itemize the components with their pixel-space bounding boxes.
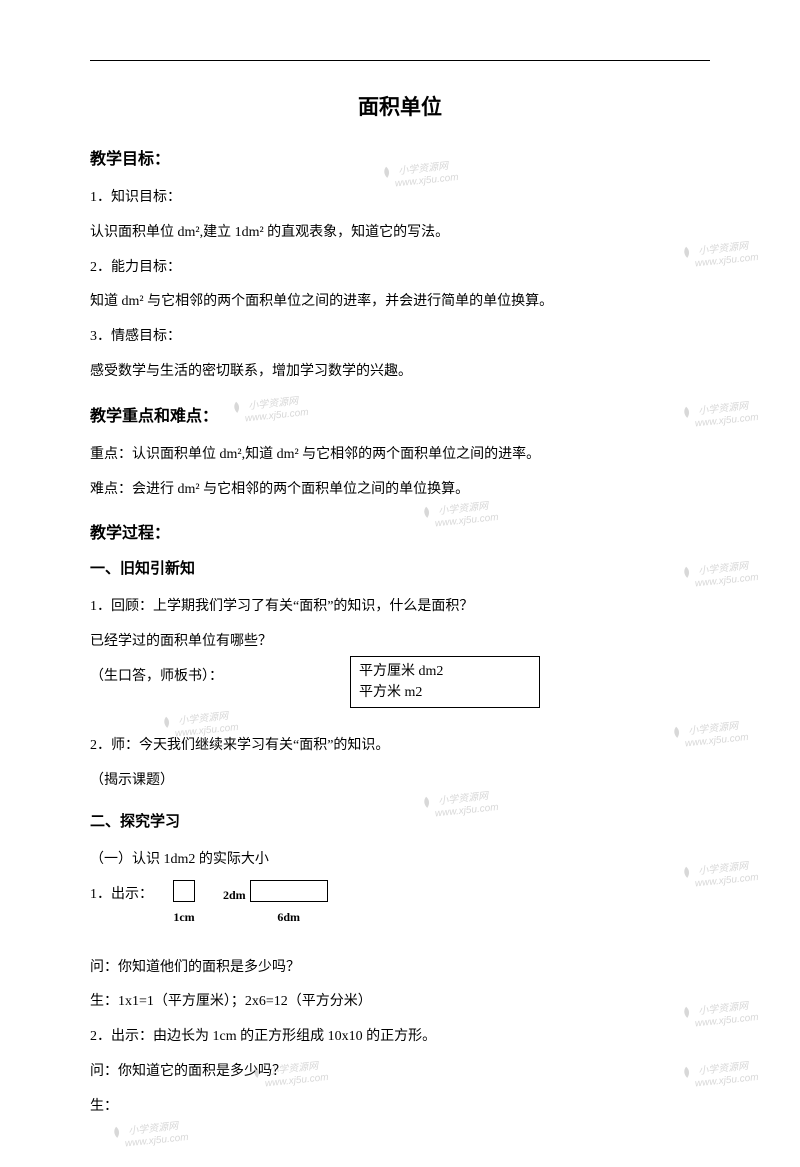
s1-p5: （揭示课题） — [90, 766, 710, 797]
keypoints-p1: 重点：认识面积单位 dm²,知道 dm² 与它相邻的两个面积单位之间的进率。 — [90, 440, 710, 471]
goals-item1-text: 认识面积单位 dm²,建立 1dm² 的直观表象，知道它的写法。 — [90, 218, 710, 249]
section2-heading: 二、探究学习 — [90, 810, 710, 831]
unit-box-line1: 平方厘米 dm2 — [359, 661, 531, 682]
keypoints-p2: 难点：会进行 dm² 与它相邻的两个面积单位之间的单位换算。 — [90, 475, 710, 506]
unit-box-line2: 平方米 m2 — [359, 682, 531, 703]
s2-p5: 问：你知道它的面积是多少吗？ — [90, 1057, 710, 1088]
shapes-row: 1．出示： 1cm 2dm 6dm — [90, 880, 710, 930]
square-caption: 1cm — [173, 904, 194, 930]
goals-item3-label: 3．情感目标： — [90, 322, 710, 353]
show-label: 1．出示： — [90, 880, 153, 911]
s2-p3: 生：1x1=1（平方厘米）；2x6=12（平方分米） — [90, 987, 710, 1018]
s1-p1: 1．回顾：上学期我们学习了有关“面积”的知识，什么是面积？ — [90, 592, 710, 623]
section1-heading: 一、旧知引新知 — [90, 557, 710, 578]
keypoints-heading: 教学重点和难点： — [90, 402, 710, 426]
s2-p4: 2．出示：由边长为 1cm 的正方形组成 10x10 的正方形。 — [90, 1022, 710, 1053]
spacer2 — [90, 935, 710, 949]
rect-caption: 6dm — [277, 904, 300, 930]
process-heading: 教学过程： — [90, 519, 710, 543]
s2-p6: 生： — [90, 1092, 710, 1123]
page-title: 面积单位 — [90, 91, 710, 121]
unit-box: 平方厘米 dm2 平方米 m2 — [350, 656, 540, 708]
rect-dim-left: 2dm — [223, 882, 246, 908]
rect-group: 6dm — [250, 880, 328, 930]
square-1cm — [173, 880, 195, 902]
goals-item2-text: 知道 dm² 与它相邻的两个面积单位之间的进率，并会进行简单的单位换算。 — [90, 287, 710, 318]
square-group: 1cm — [173, 880, 195, 930]
s1-p2: 已经学过的面积单位有哪些？ — [90, 634, 272, 649]
goals-item1-label: 1．知识目标： — [90, 183, 710, 214]
goals-heading: 教学目标： — [90, 145, 710, 169]
s1-p4: 2．师：今天我们继续来学习有关“面积”的知识。 — [90, 731, 710, 762]
s1-p3: （生口答，师板书）： — [90, 669, 223, 684]
top-rule — [90, 60, 710, 61]
s2-p2: 问：你知道他们的面积是多少吗？ — [90, 953, 710, 984]
rect-wrapper: 2dm 6dm — [223, 880, 356, 930]
s2-p1: （一）认识 1dm2 的实际大小 — [90, 845, 710, 876]
s1-p3-row: （生口答，师板书）： 平方厘米 dm2 平方米 m2 — [90, 662, 710, 693]
goals-item3-text: 感受数学与生活的密切联系，增加学习数学的兴趣。 — [90, 357, 710, 388]
s1-p2-row: 已经学过的面积单位有哪些？ — [90, 627, 710, 658]
goals-item2-label: 2．能力目标： — [90, 253, 710, 284]
rect-6dm — [250, 880, 328, 902]
